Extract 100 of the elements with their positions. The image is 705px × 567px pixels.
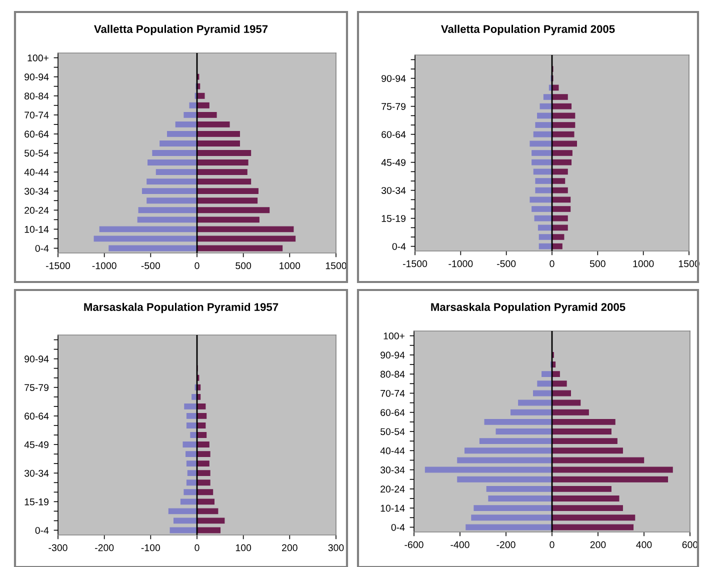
bar — [496, 428, 552, 434]
x-tick-label: 400 — [636, 541, 652, 548]
bar — [552, 150, 572, 156]
bar — [190, 432, 198, 438]
bar — [99, 226, 198, 232]
y-tick-label: 15-19 — [382, 215, 406, 222]
x-tick-label: -300 — [48, 544, 68, 552]
y-tick-label: 40-44 — [380, 447, 405, 454]
x-tick-label: -100 — [141, 544, 160, 552]
x-tick-label: 200 — [282, 544, 298, 552]
bar — [189, 102, 198, 108]
bar — [196, 518, 225, 524]
chart-title: Valletta Population Pyramid 1957 — [94, 24, 268, 36]
x-tick-label: 0 — [194, 544, 200, 552]
bar — [138, 207, 198, 214]
x-tick-label: 0 — [550, 541, 554, 548]
bar — [552, 418, 616, 425]
y-tick-label: 60-64 — [24, 412, 49, 420]
bar — [535, 122, 552, 128]
bar — [518, 400, 552, 406]
bar — [479, 438, 552, 444]
bar — [552, 476, 668, 482]
bar — [187, 470, 198, 476]
bar — [196, 480, 210, 486]
bar — [146, 178, 198, 185]
x-tick-label: 300 — [328, 544, 344, 552]
bar — [184, 403, 198, 410]
bar — [530, 196, 552, 203]
bar — [510, 409, 552, 416]
bar — [552, 215, 568, 222]
bar — [186, 412, 198, 419]
bar — [537, 112, 552, 119]
bar — [196, 140, 240, 146]
bar — [552, 524, 634, 530]
x-tick-label: 0 — [194, 262, 200, 270]
bar — [552, 409, 589, 416]
x-tick-label: -400 — [450, 541, 470, 548]
bar — [552, 457, 644, 464]
x-tick-label: -200 — [95, 544, 114, 552]
bar — [457, 476, 552, 482]
y-tick-label: 0-4 — [35, 244, 49, 252]
bar — [196, 160, 248, 166]
bar — [532, 150, 552, 156]
bar — [146, 198, 198, 204]
bar — [552, 196, 571, 203]
bar — [196, 245, 283, 252]
bar — [196, 489, 214, 496]
bar — [196, 527, 221, 534]
bar — [152, 150, 198, 156]
bar — [182, 442, 198, 448]
y-tick-label: 60-64 — [380, 409, 405, 416]
x-tick-label: 200 — [590, 541, 606, 548]
bar — [196, 198, 258, 204]
x-tick-label: 500 — [236, 262, 252, 270]
y-tick-label: 10-14 — [24, 226, 49, 233]
x-tick-label: 1000 — [280, 262, 300, 270]
x-tick-label: -1000 — [92, 262, 116, 270]
bar — [196, 460, 210, 467]
x-tick-label: 1500 — [326, 262, 346, 270]
bar — [466, 524, 552, 530]
bar — [196, 92, 205, 99]
bar — [543, 94, 552, 100]
y-tick-label: 0-4 — [392, 243, 406, 250]
bar — [552, 448, 623, 454]
y-tick-label: 40-44 — [24, 168, 49, 176]
bar — [532, 206, 552, 212]
bar — [552, 224, 568, 231]
bar — [196, 121, 230, 128]
y-tick-label: 90-94 — [24, 356, 49, 362]
bar — [166, 130, 198, 137]
bar — [552, 428, 612, 434]
bar — [196, 470, 210, 476]
y-tick-label: 0-4 — [35, 526, 49, 534]
bar — [552, 234, 564, 240]
y-tick-label: 45-49 — [24, 441, 49, 448]
bar — [552, 122, 576, 128]
y-tick-label: 100+ — [28, 54, 48, 62]
x-tick-label: -500 — [141, 262, 160, 270]
bar — [538, 234, 552, 240]
x-tick-label: -600 — [404, 541, 424, 548]
bar — [552, 168, 568, 175]
bar — [196, 216, 260, 223]
bar — [196, 207, 270, 214]
bar — [552, 390, 571, 396]
bar — [196, 102, 210, 108]
bar — [142, 188, 198, 194]
x-tick-label: 100 — [236, 544, 252, 552]
bar — [196, 403, 206, 410]
chart-title: Valletta Population Pyramid 2005 — [441, 24, 615, 36]
bar — [552, 159, 572, 166]
bar — [552, 496, 620, 502]
bar — [196, 498, 214, 505]
bar — [424, 466, 552, 473]
bar — [552, 380, 567, 387]
bar — [196, 178, 252, 185]
bar — [196, 451, 210, 458]
bar — [471, 514, 552, 521]
bar — [175, 121, 198, 128]
bar — [484, 418, 552, 425]
x-tick-label: -1500 — [403, 260, 428, 268]
